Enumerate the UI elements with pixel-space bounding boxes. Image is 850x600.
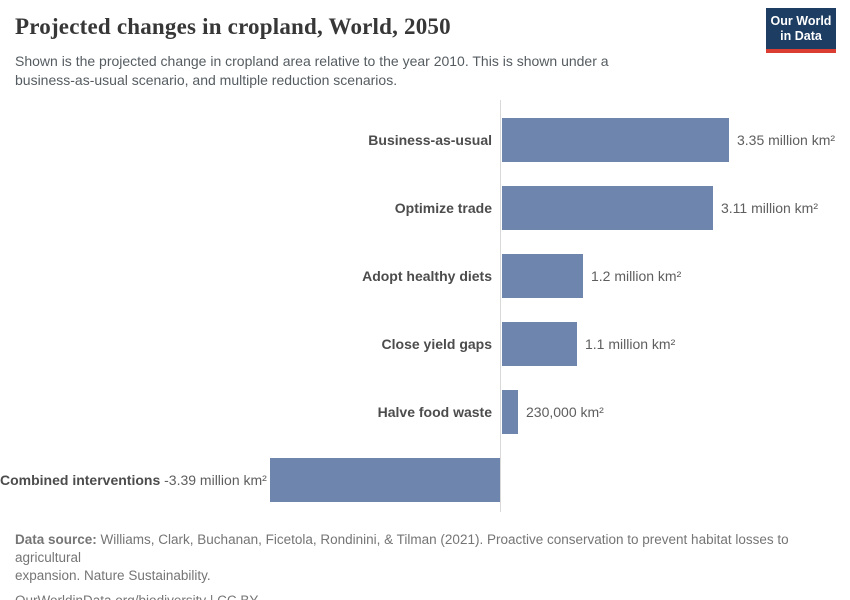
chart-subtitle: Shown is the projected change in croplan…	[15, 53, 609, 88]
category-label: Adopt healthy diets	[362, 268, 492, 284]
bar-chart: Business-as-usual 3.35 million km² Optimiz…	[0, 100, 850, 512]
bar[interactable]	[502, 322, 577, 366]
category-label: Optimize trade	[394, 200, 492, 216]
owid-logo-line2: in Data	[780, 29, 822, 43]
data-source-label: Data source:	[15, 532, 97, 547]
chart-footer: Data source: Williams, Clark, Buchanan, …	[15, 531, 835, 600]
value-label: 230,000 km²	[526, 404, 604, 420]
owid-logo[interactable]: Our World in Data	[766, 8, 836, 53]
bar[interactable]	[502, 118, 729, 162]
zero-axis-line	[500, 100, 501, 512]
bar[interactable]	[502, 390, 518, 434]
value-label: 1.1 million km²	[585, 336, 676, 352]
data-source-line: Data source: Williams, Clark, Buchanan, …	[15, 531, 835, 585]
chart-title: Projected changes in cropland, World, 20…	[15, 14, 451, 39]
category-label: Close yield gaps	[381, 336, 492, 352]
value-label: 1.2 million km²	[591, 268, 682, 284]
data-source-text: Williams, Clark, Buchanan, Ficetola, Ron…	[15, 532, 789, 583]
category-and-value: Combined interventions -3.39 million km²	[0, 458, 267, 502]
category-label: Business-as-usual	[368, 132, 492, 148]
value-label: -3.39 million km²	[164, 472, 267, 488]
value-label: 3.11 million km²	[721, 200, 818, 216]
category-label: Halve food waste	[377, 404, 492, 420]
value-label: 3.35 million km²	[737, 132, 836, 148]
bar[interactable]	[502, 186, 713, 230]
category-label: Combined interventions	[0, 472, 161, 488]
owid-logo-line1: Our World	[770, 14, 832, 28]
bar[interactable]	[270, 458, 500, 502]
bar[interactable]	[502, 254, 583, 298]
